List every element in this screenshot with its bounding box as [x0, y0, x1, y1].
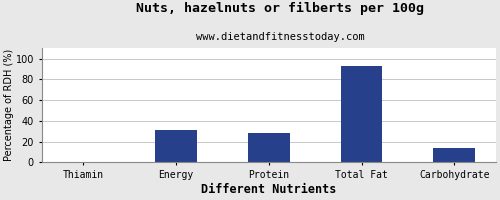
- Text: www.dietandfitnesstoday.com: www.dietandfitnesstoday.com: [196, 32, 364, 42]
- Y-axis label: Percentage of RDH (%): Percentage of RDH (%): [4, 49, 14, 161]
- Bar: [155, 130, 197, 162]
- X-axis label: Different Nutrients: Different Nutrients: [201, 183, 336, 196]
- Bar: [248, 133, 290, 162]
- Bar: [434, 148, 475, 162]
- Bar: [340, 66, 382, 162]
- Text: Nuts, hazelnuts or filberts per 100g: Nuts, hazelnuts or filberts per 100g: [136, 2, 424, 15]
